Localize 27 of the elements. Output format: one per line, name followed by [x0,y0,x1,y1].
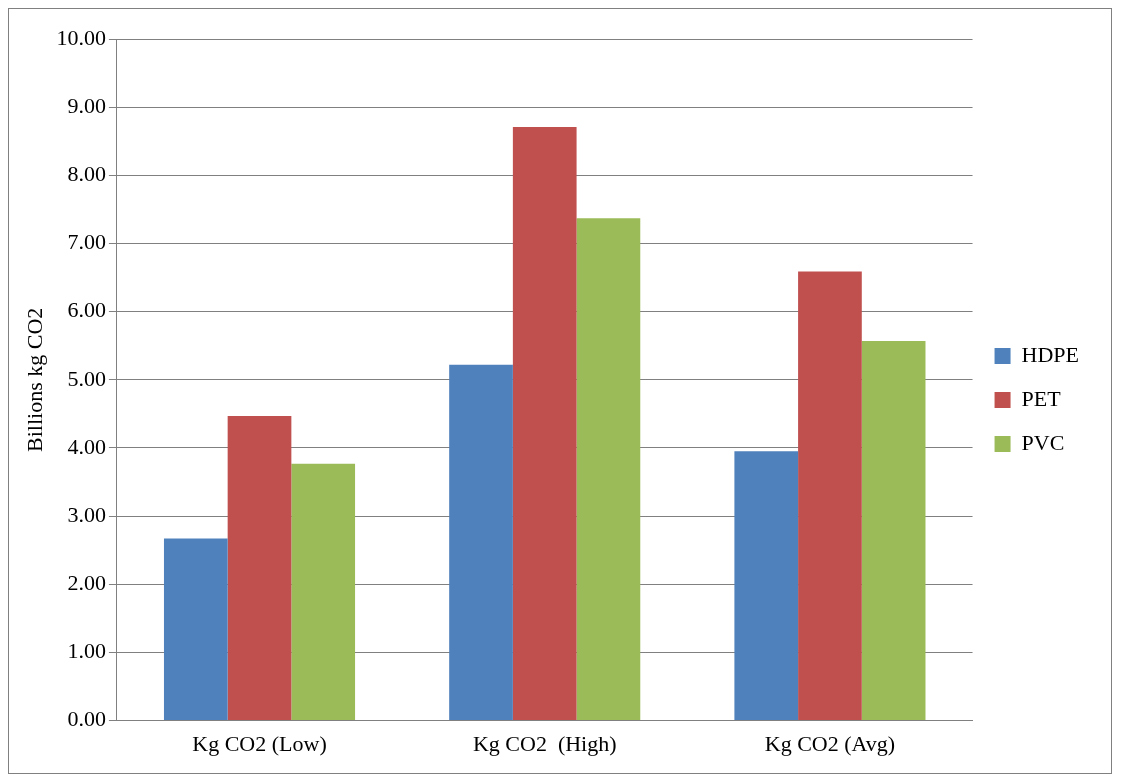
y-tick-label: 8.00 [67,161,106,187]
bar [798,271,862,721]
bar [861,340,926,721]
y-tick-label: 6.00 [67,297,106,323]
y-tick-label: 1.00 [67,638,106,664]
legend-label: PVC [1021,429,1065,455]
y-tick-label: 3.00 [67,501,106,527]
bar [291,463,356,721]
bar [734,451,799,721]
x-tick-label: Kg CO2 (Avg) [764,730,896,756]
y-tick-label: 4.00 [67,433,106,459]
x-tick-label: Kg CO2 (Low) [192,730,327,756]
y-axis-title: Billions kg CO2 [21,307,47,452]
y-tick-label: 2.00 [67,570,106,596]
y-tick-label: 9.00 [67,92,106,118]
legend-label: HDPE [1021,341,1079,367]
bar [512,126,577,721]
y-tick-label: 10.00 [56,24,106,50]
y-tick-label: 0.00 [67,706,106,732]
legend-label: PET [1021,385,1062,411]
bar [227,415,292,721]
bar [163,538,228,721]
bar [449,364,513,721]
y-tick-label: 7.00 [67,229,106,255]
x-tick-label: Kg CO2 (High) [472,730,617,756]
y-tick-label: 5.00 [67,365,106,391]
bar [576,218,641,721]
